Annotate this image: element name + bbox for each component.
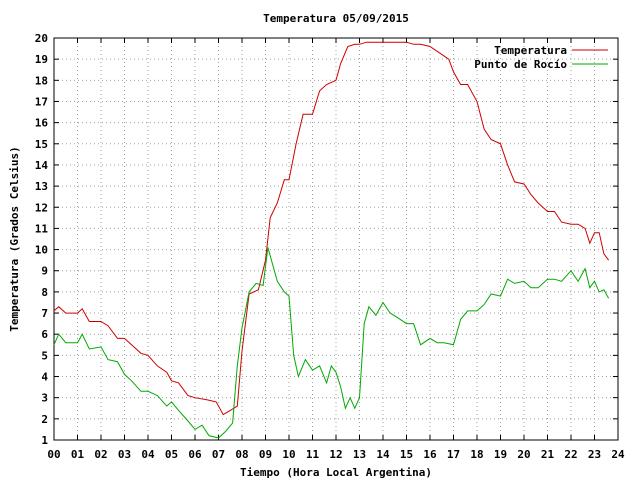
- x-tick-label: 02: [94, 448, 107, 461]
- y-tick-label: 4: [41, 371, 48, 384]
- y-tick-label: 19: [35, 53, 48, 66]
- y-tick-label: 16: [35, 117, 49, 130]
- x-tick-label: 07: [212, 448, 225, 461]
- x-tick-label: 01: [71, 448, 85, 461]
- y-tick-label: 3: [41, 392, 48, 405]
- x-tick-label: 18: [470, 448, 483, 461]
- y-tick-label: 17: [35, 95, 48, 108]
- y-tick-label: 15: [35, 138, 48, 151]
- y-tick-label: 1: [41, 434, 48, 447]
- x-tick-label: 19: [494, 448, 507, 461]
- series-line-1: [53, 247, 610, 439]
- legend-label: Punto de Rocío: [474, 58, 567, 71]
- x-tick-label: 14: [376, 448, 390, 461]
- x-tick-label: 20: [517, 448, 530, 461]
- y-tick-label: 11: [35, 222, 49, 235]
- y-tick-label: 2: [41, 413, 48, 426]
- y-tick-label: 7: [41, 307, 48, 320]
- x-tick-label: 24: [611, 448, 625, 461]
- x-tick-label: 11: [306, 448, 320, 461]
- x-tick-label: 13: [353, 448, 366, 461]
- y-tick-label: 10: [35, 244, 48, 257]
- x-tick-label: 08: [235, 448, 248, 461]
- y-tick-label: 20: [35, 32, 48, 45]
- x-tick-label: 17: [447, 448, 460, 461]
- y-axis-label: Temperatura (Grados Celsius): [8, 146, 21, 331]
- legend-label: Temperatura: [494, 44, 567, 57]
- grid: [54, 38, 618, 440]
- x-axis-label: Tiempo (Hora Local Argentina): [240, 466, 432, 479]
- axis-ticks: 00 01 02 03 04 05 06 07 08 09 10 11 12 13 14 15 16 17 18 19…: [35, 32, 625, 461]
- x-tick-label: 21: [541, 448, 555, 461]
- x-tick-label: 04: [141, 448, 155, 461]
- x-tick-label: 00: [47, 448, 60, 461]
- y-tick-label: 6: [41, 328, 48, 341]
- x-tick-label: 16: [423, 448, 437, 461]
- chart-title: Temperatura 05/09/2015: [263, 12, 409, 25]
- x-tick-label: 05: [165, 448, 178, 461]
- series-line-0: [53, 41, 610, 416]
- x-tick-label: 10: [282, 448, 295, 461]
- x-tick-label: 23: [588, 448, 601, 461]
- x-tick-label: 09: [259, 448, 272, 461]
- x-tick-label: 03: [118, 448, 131, 461]
- y-tick-label: 12: [35, 201, 48, 214]
- y-tick-label: 13: [35, 180, 48, 193]
- x-tick-label: 12: [329, 448, 342, 461]
- y-tick-label: 9: [41, 265, 48, 278]
- y-tick-label: 14: [35, 159, 49, 172]
- x-tick-label: 22: [564, 448, 577, 461]
- x-tick-label: 06: [188, 448, 202, 461]
- series-layer: [53, 41, 610, 439]
- y-tick-label: 5: [41, 349, 48, 362]
- y-tick-label: 18: [35, 74, 48, 87]
- x-tick-label: 15: [400, 448, 413, 461]
- y-tick-label: 8: [41, 286, 48, 299]
